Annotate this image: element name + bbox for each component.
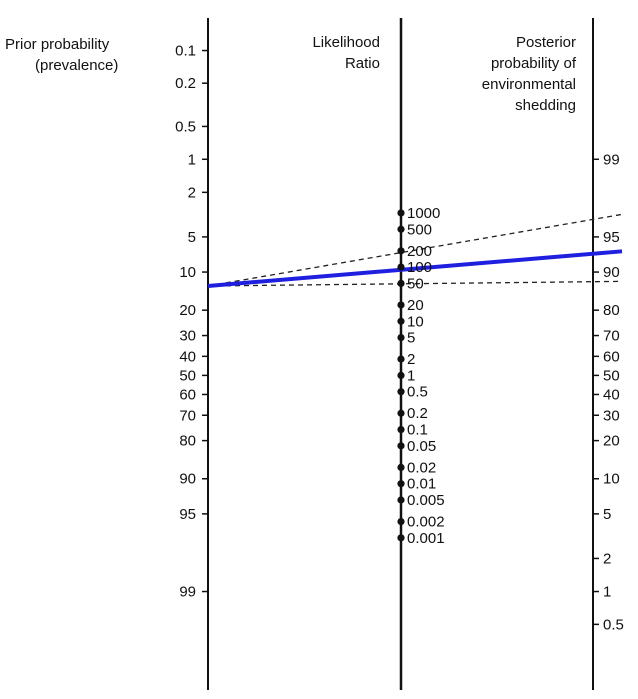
lr-dot [397,496,405,504]
lr-tick-label: 100 [407,259,432,276]
prior-tick-label: 50 [179,367,196,384]
lr-dot [397,480,405,488]
prior-tick-label: 20 [179,302,196,319]
posterior-title-line1: Posterior [516,34,576,51]
prior-tick-label: 0.2 [175,75,196,92]
lr-dot [397,301,405,309]
lr-tick-label: 0.05 [407,438,436,455]
lr-tick-label: 50 [407,275,424,292]
lr-dot [397,209,405,217]
prior-tick-label: 90 [179,471,196,488]
lr-tick-label: 20 [407,297,424,314]
prior-scale: 0.1 0.2 0.5 1 2 5 10 20 30 40 50 60 70 80 90 95 99 [175,43,208,601]
posterior-tick-label: 2 [603,550,611,567]
lr-tick-label: 0.01 [407,476,436,493]
lr-tick-label: 0.1 [407,422,428,439]
lr-dot [397,371,405,379]
lr-dot [397,517,405,526]
confidence-bound-line [207,280,623,287]
lr-tick-label: 0.002 [407,514,445,531]
lr-tick-label: 1000 [407,205,440,222]
prior-tick-label: 70 [179,407,196,424]
lr-dot [397,333,405,342]
lr-dot [397,225,405,233]
prior-tick-label: 10 [179,264,196,281]
confidence-bound-line [207,213,623,287]
prior-tick-label: 1 [188,151,196,168]
prior-title-line2: (prevalence) [35,57,118,74]
lr-dot [397,279,405,288]
lr-tick-label: 2 [407,351,415,368]
posterior-tick-label: 0.5 [603,616,624,633]
posterior-tick-label: 40 [603,386,620,403]
posterior-title-line3: environmental [482,76,576,93]
lr-dot [397,463,405,471]
lr-tick-label: 0.5 [407,384,428,401]
posterior-tick-label: 95 [603,229,620,246]
lr-dot [397,409,405,417]
lr-dot [397,442,405,450]
lr-tick-label: 0.005 [407,492,445,509]
lr-tick-label: 0.001 [407,530,445,547]
nomogram-lines [207,213,623,288]
posterior-tick-label: 60 [603,348,620,365]
lr-dot [397,317,405,325]
posterior-tick-label: 99 [603,151,620,168]
posterior-tick-label: 5 [603,506,611,523]
prior-tick-label: 40 [179,348,196,365]
lr-tick-label: 0.2 [407,405,428,422]
posterior-title-line4: shedding [515,97,576,114]
lr-title-line1: Likelihood [312,34,380,51]
prior-tick-label: 2 [188,184,196,201]
lr-dot [397,263,405,271]
prior-tick-label: 95 [179,506,196,523]
estimate-line [207,249,623,288]
prior-title-line1: Prior probability [5,36,110,53]
lr-dot [397,388,405,396]
posterior-tick-label: 30 [603,407,620,424]
prior-tick-label: 30 [179,328,196,345]
lr-title-line2: Ratio [345,55,380,72]
posterior-tick-label: 80 [603,302,620,319]
prior-tick-label: 0.5 [175,118,196,135]
lr-tick-label: 500 [407,221,432,238]
posterior-title-line2: probability of [491,55,577,72]
prior-tick-label: 80 [179,433,196,450]
posterior-scale: 99 95 90 80 70 60 50 40 30 20 10 5 2 1 0.5 [593,151,624,633]
lr-dot [397,247,405,255]
prior-tick-label: 99 [179,584,196,601]
prior-tick-label: 5 [188,229,196,246]
posterior-tick-label: 10 [603,471,620,488]
lr-tick-label: 0.02 [407,459,436,476]
posterior-tick-label: 50 [603,367,620,384]
lr-tick-label: 5 [407,330,415,347]
likelihood-ratio-scale: 10005002001005020105210.50.20.10.050.020… [397,205,445,547]
lr-dot [397,425,405,434]
posterior-tick-label: 20 [603,433,620,450]
prior-tick-label: 0.1 [175,43,196,60]
lr-dot [397,355,405,363]
posterior-tick-label: 70 [603,328,620,345]
lr-tick-label: 1 [407,367,415,384]
lr-tick-label: 10 [407,313,424,330]
posterior-tick-label: 1 [603,584,611,601]
lr-dot [397,534,405,542]
prior-tick-label: 60 [179,386,196,403]
posterior-tick-label: 90 [603,264,620,281]
lr-tick-label: 200 [407,243,432,260]
